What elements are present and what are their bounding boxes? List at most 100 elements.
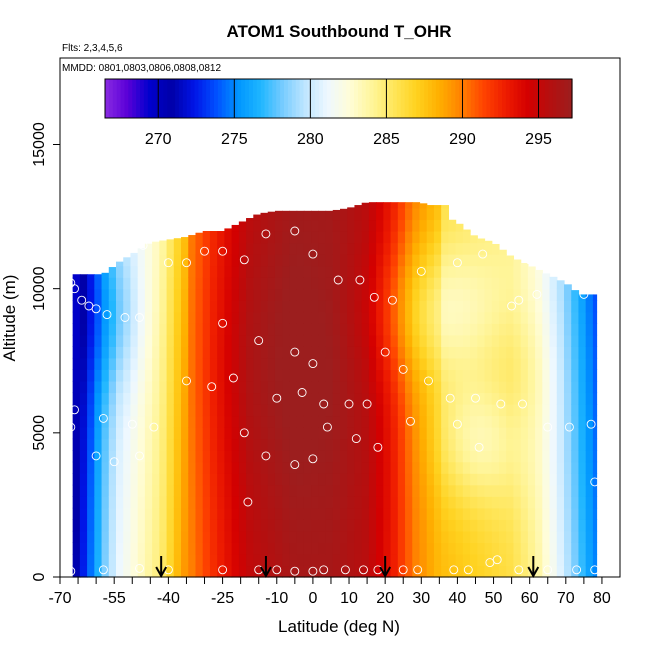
heatmap-cell <box>347 507 356 520</box>
heatmap-cell <box>361 219 370 232</box>
heatmap-cell <box>549 553 558 567</box>
heatmap-cell <box>592 553 598 567</box>
heatmap-cell <box>246 231 254 244</box>
heatmap-cell <box>527 266 536 278</box>
heatmap-cell <box>549 334 558 347</box>
heatmap-cell <box>87 392 95 405</box>
heatmap-cell <box>195 369 204 382</box>
heatmap-cell <box>209 357 218 370</box>
heatmap-cell <box>224 288 233 301</box>
heatmap-cell <box>217 507 225 520</box>
heatmap-cell <box>361 277 370 290</box>
colorbar-segment <box>260 79 266 118</box>
heatmap-cell <box>462 565 471 578</box>
observation-point <box>135 313 144 322</box>
heatmap-cell <box>448 334 457 347</box>
heatmap-cell <box>455 484 464 497</box>
heatmap-cell <box>498 265 507 278</box>
heatmap-cell <box>585 346 594 359</box>
heatmap-cell <box>224 438 233 451</box>
heatmap-cell <box>282 404 291 417</box>
heatmap-cell <box>462 229 471 232</box>
heatmap-cell <box>513 461 522 474</box>
heatmap-cell <box>130 311 139 324</box>
heatmap-cell <box>368 346 377 359</box>
heatmap-cell <box>354 507 363 520</box>
observation-point <box>373 442 383 452</box>
heatmap-cell <box>325 438 334 451</box>
heatmap-cell <box>137 277 146 290</box>
heatmap-cell <box>556 484 565 497</box>
heatmap-cell <box>166 288 175 301</box>
heatmap-cell <box>152 334 160 347</box>
heatmap-cell <box>383 461 392 474</box>
heatmap-cell <box>108 484 117 497</box>
colorbar-segment <box>245 79 250 118</box>
heatmap-cell <box>94 565 103 578</box>
heatmap-cell <box>578 369 587 382</box>
observation-point <box>218 318 228 328</box>
heatmap-cell <box>267 380 276 394</box>
heatmap-cell <box>412 254 421 267</box>
heatmap-cell <box>441 415 449 428</box>
heatmap-cell <box>289 415 298 428</box>
heatmap-cell <box>332 427 341 440</box>
heatmap-cell <box>137 450 146 463</box>
heatmap-cell <box>419 254 428 267</box>
heatmap-cell <box>361 207 370 221</box>
x-axis: -70 -55 -40 -25 -10 0 10 20 30 40 50 60 70 80 <box>48 577 611 607</box>
observation-point <box>109 457 119 467</box>
heatmap-cell <box>79 404 88 417</box>
heatmap-cell <box>246 254 254 267</box>
heatmap-cell <box>470 415 478 428</box>
heatmap-cell <box>101 300 110 313</box>
heatmap-cell <box>108 565 117 578</box>
heatmap-cell <box>231 519 240 532</box>
heatmap-cell <box>368 427 377 440</box>
heatmap-cell <box>361 242 370 255</box>
y-tick-label: 0 <box>31 572 48 581</box>
heatmap-cell <box>246 334 254 347</box>
observation-point <box>452 258 462 268</box>
heatmap-cell <box>498 519 507 532</box>
heatmap-cell <box>354 519 363 532</box>
heatmap-cell <box>116 507 124 520</box>
heatmap-cell <box>238 357 247 370</box>
heatmap-cell <box>470 288 478 301</box>
colorbar-segment <box>299 79 305 118</box>
heatmap-cell <box>318 334 327 347</box>
heatmap-cell <box>144 496 153 509</box>
heatmap-cell <box>188 507 197 520</box>
heatmap-cell <box>159 311 168 324</box>
heatmap-cell <box>556 542 565 555</box>
heatmap-cell <box>592 415 598 428</box>
heatmap-cell <box>231 300 240 313</box>
heatmap-cell <box>238 369 247 382</box>
heatmap-cell <box>498 496 507 509</box>
heatmap-cell <box>448 277 457 290</box>
heatmap-cell <box>506 380 515 394</box>
heatmap-cell <box>376 231 384 244</box>
heatmap-cell <box>397 323 406 336</box>
heatmap-cell <box>578 300 587 313</box>
heatmap-cell <box>195 565 204 578</box>
heatmap-cell <box>166 484 175 497</box>
heatmap-cell <box>412 357 421 370</box>
heatmap-cell <box>383 427 392 440</box>
heatmap-cell <box>347 242 356 255</box>
heatmap-cell <box>556 300 565 313</box>
heatmap-cell <box>260 519 269 532</box>
heatmap-cell <box>455 323 464 336</box>
heatmap-cell <box>116 346 124 359</box>
heatmap-cell <box>173 404 182 417</box>
heatmap-cell <box>441 380 449 394</box>
heatmap-cell <box>498 300 507 313</box>
colorbar-segment <box>509 79 515 118</box>
heatmap-cell <box>137 553 146 567</box>
heatmap-cell <box>484 530 493 543</box>
heatmap-cell <box>556 496 565 509</box>
heatmap-cell <box>484 265 493 278</box>
heatmap-cell <box>332 553 341 567</box>
heatmap-cell <box>564 323 572 336</box>
